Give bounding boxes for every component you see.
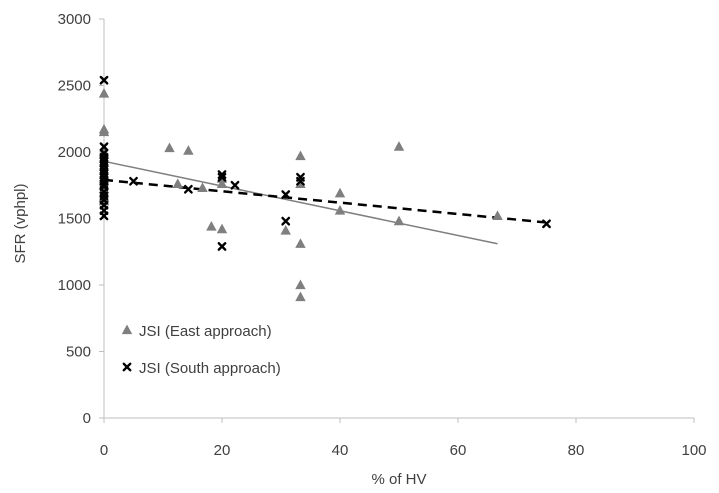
x-tick-label: 0 xyxy=(100,442,108,459)
data-point-east xyxy=(295,291,306,302)
data-point-east xyxy=(295,178,306,189)
data-point-south xyxy=(99,142,109,152)
trendline-series-0 xyxy=(103,160,498,245)
x-tick-label: 80 xyxy=(568,442,585,459)
data-point-south xyxy=(281,190,291,199)
data-point-east xyxy=(216,223,228,234)
data-point-south xyxy=(542,219,551,229)
data-point-south xyxy=(296,176,305,186)
legend-item-east: JSI (East approach) xyxy=(121,323,272,340)
legend-label-south: JSI (South approach) xyxy=(139,360,281,377)
data-point-south xyxy=(99,75,109,85)
data-point-south xyxy=(217,172,227,182)
data-point-south xyxy=(183,184,193,194)
legend-marker-x xyxy=(122,362,132,372)
data-point-east xyxy=(98,126,110,137)
legend-item-south: JSI (South approach) xyxy=(122,360,281,377)
y-tick-label: 2500 xyxy=(58,78,91,95)
data-point-east xyxy=(393,215,405,226)
y-axis-ticks: 0 500 1000 1500 2000 2500 3000 xyxy=(58,11,104,427)
data-point-east xyxy=(98,87,110,98)
data-point-east xyxy=(280,224,291,235)
y-tick-label: 1000 xyxy=(58,277,91,294)
y-tick-label: 2000 xyxy=(58,144,91,161)
data-point-east xyxy=(197,182,208,193)
data-points xyxy=(98,75,551,302)
data-point-east xyxy=(172,178,183,189)
legend-marker-triangle xyxy=(121,324,133,335)
x-tick-label: 60 xyxy=(450,442,467,459)
y-axis-title: SFR (vphpl) xyxy=(12,183,29,263)
data-point-south xyxy=(217,242,227,251)
data-point-south xyxy=(281,216,291,226)
data-point-east xyxy=(492,210,503,220)
data-point-east xyxy=(295,150,306,161)
data-point-east xyxy=(164,142,175,153)
y-tick-label: 3000 xyxy=(58,11,91,28)
data-point-east xyxy=(206,220,217,231)
y-tick-label: 1500 xyxy=(58,211,91,228)
data-point-east xyxy=(334,187,346,198)
data-point-east xyxy=(334,205,346,215)
x-axis-ticks: 0 20 40 60 80 100 xyxy=(100,418,707,459)
x-tick-label: 40 xyxy=(332,442,349,459)
data-point-south xyxy=(230,180,240,190)
data-point-east xyxy=(183,145,194,155)
x-axis-title: % of HV xyxy=(371,471,426,488)
data-point-east xyxy=(216,178,228,189)
y-tick-label: 500 xyxy=(66,344,91,361)
x-tick-label: 100 xyxy=(681,442,706,459)
data-point-south xyxy=(129,176,138,186)
data-point-east xyxy=(295,279,306,290)
data-point-east xyxy=(295,238,306,248)
y-tick-label: 0 xyxy=(83,410,91,427)
legend-label-east: JSI (East approach) xyxy=(139,323,272,340)
trendline-series-1 xyxy=(103,178,547,224)
legend: JSI (East approach) JSI (South approach) xyxy=(121,323,281,377)
x-tick-label: 20 xyxy=(214,442,231,459)
trendlines xyxy=(103,160,547,245)
data-point-east xyxy=(393,141,405,151)
data-point-south xyxy=(99,211,109,221)
